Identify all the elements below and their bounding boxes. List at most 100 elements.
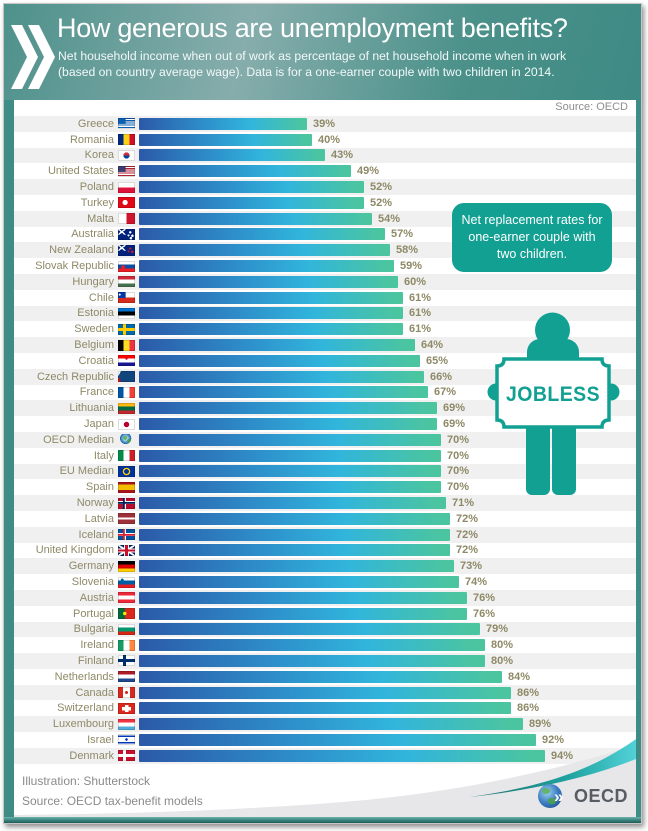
country-label: Slovak Republic: [35, 260, 114, 273]
bar-track: 39%: [139, 117, 636, 130]
value-label: 79%: [486, 623, 509, 636]
bar-track: 58%: [139, 244, 636, 257]
value-label: 61%: [409, 307, 432, 320]
chart-row: Germany 73%: [14, 558, 636, 575]
bar-track: 72%: [139, 528, 636, 541]
bar-track: 66%: [139, 370, 636, 383]
flag-hungary-icon: [118, 276, 135, 288]
bar-track: 61%: [139, 307, 636, 320]
country-label: Sweden: [74, 323, 114, 336]
country-label: Greece: [77, 117, 114, 130]
value-label: 69%: [443, 402, 466, 415]
value-bar: [139, 623, 480, 636]
value-label: 54%: [378, 212, 401, 225]
country-label: Iceland: [78, 528, 114, 541]
chart-row: Korea 43%: [14, 147, 636, 164]
chart-row: Hungary 60%: [14, 273, 636, 290]
bar-track: 86%: [139, 686, 636, 699]
chart-row: Netherlands 84%: [14, 669, 636, 685]
value-label: 60%: [404, 275, 427, 288]
bar-track: 69%: [139, 418, 636, 431]
value-label: 72%: [456, 512, 479, 525]
value-bar: [139, 196, 364, 209]
value-bar: [139, 481, 441, 494]
chart-row: Latvia 72%: [14, 511, 636, 527]
chart-row: Poland 52%: [14, 179, 636, 195]
chart-row: Sweden 61%: [14, 321, 636, 337]
header: How generous are unemployment benefits? …: [4, 4, 641, 100]
value-bar: [139, 670, 502, 683]
flag-bulgaria-icon: [118, 623, 135, 635]
value-label: 72%: [456, 528, 479, 541]
flag-australia-icon: [118, 228, 135, 240]
chart-row: Czech Republic 66%: [14, 368, 636, 385]
flag-oecd-median-icon: [118, 434, 135, 446]
flag-iceland-icon: [118, 529, 135, 541]
value-bar: [139, 181, 364, 194]
value-label: 43%: [331, 149, 354, 162]
country-label: Italy: [93, 449, 114, 462]
country-label: EU Median: [59, 465, 114, 478]
chart-row: Turkey 52%: [14, 195, 636, 211]
value-label: 61%: [409, 291, 432, 304]
flag-denmark-icon: [118, 750, 135, 762]
value-bar: [139, 354, 420, 367]
jobless-sign-label: JOBLESS: [506, 383, 600, 406]
country-label: Lithuania: [69, 402, 114, 415]
flag-spain-icon: [118, 481, 135, 493]
bar-track: 89%: [139, 718, 636, 731]
country-label: Estonia: [77, 307, 114, 320]
svg-text:»: »: [554, 787, 563, 806]
chart-row: Bulgaria 79%: [14, 621, 636, 638]
chart-row: Romania 40%: [14, 132, 636, 148]
value-label: 86%: [517, 702, 540, 715]
value-label: 52%: [370, 181, 393, 194]
bar-track: 70%: [139, 449, 636, 462]
callout-bubble: Net replacement rates for one-earner cou…: [452, 203, 612, 272]
bar-track: 52%: [139, 196, 636, 209]
country-label: Israel: [87, 733, 114, 746]
chart-row: Estonia 61%: [14, 305, 636, 322]
country-label: Canada: [75, 686, 114, 699]
country-label: Netherlands: [54, 670, 114, 683]
value-label: 67%: [434, 386, 457, 399]
country-label: Belgium: [74, 339, 114, 352]
value-bar: [139, 749, 545, 762]
country-label: OECD Median: [43, 433, 114, 446]
country-label: Germany: [68, 560, 114, 573]
flag-turkey-icon: [118, 197, 135, 209]
bar-track: 60%: [139, 275, 636, 288]
country-label: Finland: [77, 654, 114, 667]
flag-norway-icon: [118, 497, 135, 509]
value-label: 64%: [421, 339, 444, 352]
value-label: 65%: [426, 354, 449, 367]
flag-latvia-icon: [118, 513, 135, 525]
country-label: Croatia: [78, 354, 114, 367]
bar-track: 49%: [139, 165, 636, 178]
flag-malta-icon: [118, 213, 135, 225]
bar-track: 94%: [139, 749, 636, 762]
value-label: 66%: [430, 370, 453, 383]
value-label: 70%: [447, 481, 470, 494]
chart-row: Slovak Republic 59%: [14, 258, 636, 274]
value-bar: [139, 307, 403, 320]
flag-poland-icon: [118, 181, 135, 193]
country-label: Latvia: [84, 512, 114, 525]
country-label: Poland: [79, 181, 114, 194]
bar-track: 61%: [139, 291, 636, 304]
flag-japan-icon: [118, 418, 135, 430]
flag-czech-republic-icon: [118, 371, 135, 383]
value-bar: [139, 718, 523, 731]
value-bar: [139, 260, 394, 273]
country-label: Austria: [79, 591, 114, 604]
chart-row: United Kingdom 72%: [14, 543, 636, 559]
value-label: 49%: [357, 165, 380, 178]
bar-track: 67%: [139, 386, 636, 399]
flag-korea-icon: [118, 149, 135, 161]
chart-row: Lithuania 69%: [14, 400, 636, 417]
chart-row: Denmark 94%: [14, 747, 636, 764]
value-label: 70%: [447, 433, 470, 446]
bar-track: 80%: [139, 654, 636, 667]
country-label: Switzerland: [57, 702, 114, 715]
country-label: Luxembourg: [52, 718, 114, 731]
